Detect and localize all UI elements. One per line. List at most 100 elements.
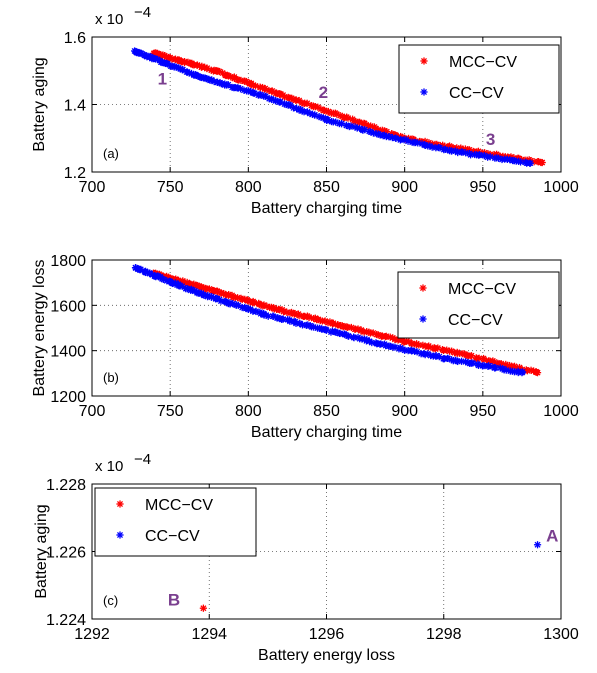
data-point bbox=[401, 338, 409, 346]
legend-box bbox=[398, 44, 560, 114]
x-tick-label: 900 bbox=[391, 179, 418, 196]
legend-marker bbox=[420, 88, 428, 96]
data-point bbox=[260, 92, 268, 100]
panel-label: (c) bbox=[103, 593, 118, 608]
legend-marker bbox=[419, 315, 427, 323]
y-axis-label: Battery aging bbox=[31, 57, 48, 151]
legend-label: CC−CV bbox=[448, 312, 503, 329]
x-tick-label: 750 bbox=[157, 179, 184, 196]
data-point bbox=[476, 151, 484, 159]
data-point bbox=[197, 73, 206, 82]
data-point bbox=[287, 308, 296, 317]
x-tick-label: 1298 bbox=[426, 626, 462, 643]
exponent-power: −4 bbox=[134, 4, 151, 21]
x-tick-label: 950 bbox=[469, 179, 496, 196]
legend-box bbox=[94, 487, 257, 557]
data-point bbox=[496, 364, 504, 372]
y-tick-label: 1.4 bbox=[64, 98, 86, 115]
data-point bbox=[276, 306, 284, 314]
data-point bbox=[132, 264, 140, 272]
series-0 bbox=[199, 604, 207, 612]
y-tick-label: 1.6 bbox=[64, 30, 86, 47]
plot-panel-1: 700 750 800 850 900 950 10001200140016001800Ba… bbox=[31, 253, 579, 441]
x-tick-label: 700 bbox=[79, 179, 106, 196]
x-tick-label: 800 bbox=[235, 179, 262, 196]
annotation: 1 bbox=[158, 69, 167, 88]
x-tick-label: 1300 bbox=[543, 626, 579, 643]
y-axis-label: Battery aging bbox=[33, 504, 50, 598]
legend: MCC−CV CC−CV bbox=[397, 271, 560, 339]
legend-label: MCC−CV bbox=[448, 281, 516, 298]
x-tick-label: 750 bbox=[157, 403, 184, 420]
data-point bbox=[197, 290, 206, 298]
data-point bbox=[404, 137, 412, 145]
data-point bbox=[538, 158, 546, 167]
panel-label: (a) bbox=[103, 146, 119, 161]
data-point bbox=[361, 126, 369, 134]
y-tick-label: 1800 bbox=[50, 253, 86, 270]
data-point bbox=[322, 116, 331, 124]
legend: MCC−CV CC−CV bbox=[398, 44, 560, 114]
data-point bbox=[447, 147, 456, 155]
data-point bbox=[305, 313, 313, 322]
panel-label: (b) bbox=[103, 370, 119, 385]
data-point bbox=[260, 310, 268, 318]
exponent-power: −4 bbox=[134, 451, 151, 468]
data-point bbox=[516, 158, 525, 166]
plot-panel-2: 1292 1294 1296 1298 1300 1.224 1.226 1.228 Batte… bbox=[33, 451, 579, 664]
legend-marker bbox=[116, 531, 124, 539]
legend-marker bbox=[420, 57, 428, 65]
legend-label: MCC−CV bbox=[449, 54, 517, 71]
legend-marker bbox=[116, 500, 124, 508]
x-tick-label: 800 bbox=[235, 403, 262, 420]
x-tick-label: 1294 bbox=[191, 626, 227, 643]
annotation: B bbox=[168, 591, 180, 610]
data-point bbox=[385, 132, 393, 141]
data-point bbox=[533, 541, 542, 549]
legend-label: CC−CV bbox=[145, 528, 200, 545]
x-tick-label: 950 bbox=[469, 403, 496, 420]
legend-marker bbox=[419, 284, 427, 292]
data-point bbox=[518, 369, 526, 377]
data-point bbox=[463, 351, 471, 359]
data-point bbox=[345, 332, 353, 340]
data-point bbox=[447, 356, 456, 364]
y-tick-label: 1.228 bbox=[46, 477, 86, 494]
x-tick-label: 1296 bbox=[309, 626, 345, 643]
y-tick-label: 1.226 bbox=[46, 545, 86, 562]
data-point bbox=[224, 81, 232, 89]
y-tick-label: 1.224 bbox=[46, 612, 86, 629]
exponent-label: x 10 bbox=[95, 458, 123, 475]
x-axis-label: Battery charging time bbox=[251, 424, 402, 441]
series-1 bbox=[533, 541, 542, 549]
x-axis-label: Battery energy loss bbox=[258, 647, 395, 664]
legend-box bbox=[397, 271, 560, 339]
x-tick-label: 900 bbox=[391, 403, 418, 420]
plot-panel-0: 700 750 800 850 900 950 1000 1.2 1.4 1.6 Battery c… bbox=[31, 4, 579, 217]
x-axis-label: Battery charging time bbox=[251, 200, 402, 217]
data-point bbox=[338, 322, 346, 330]
data-point bbox=[469, 359, 477, 367]
annotation: 3 bbox=[486, 130, 495, 149]
data-point bbox=[276, 90, 284, 98]
data-point bbox=[338, 112, 346, 120]
x-tick-label: 1000 bbox=[543, 403, 579, 420]
x-tick-label: 850 bbox=[313, 403, 340, 420]
annotation: A bbox=[546, 526, 558, 545]
legend-label: MCC−CV bbox=[145, 497, 213, 514]
y-tick-label: 1400 bbox=[50, 344, 86, 361]
y-tick-label: 1200 bbox=[50, 389, 86, 406]
y-axis-label: Battery energy loss bbox=[31, 260, 48, 397]
x-tick-label: 700 bbox=[79, 403, 106, 420]
y-tick-label: 1600 bbox=[50, 298, 86, 315]
x-tick-label: 850 bbox=[313, 179, 340, 196]
x-tick-label: 1292 bbox=[74, 626, 110, 643]
data-point bbox=[213, 67, 221, 76]
y-tick-label: 1.2 bbox=[64, 165, 86, 182]
data-point bbox=[213, 288, 221, 296]
x-tick-label: 1000 bbox=[543, 179, 579, 196]
exponent-label: x 10 bbox=[95, 11, 123, 28]
data-point bbox=[533, 369, 542, 377]
annotation: 2 bbox=[319, 83, 328, 102]
